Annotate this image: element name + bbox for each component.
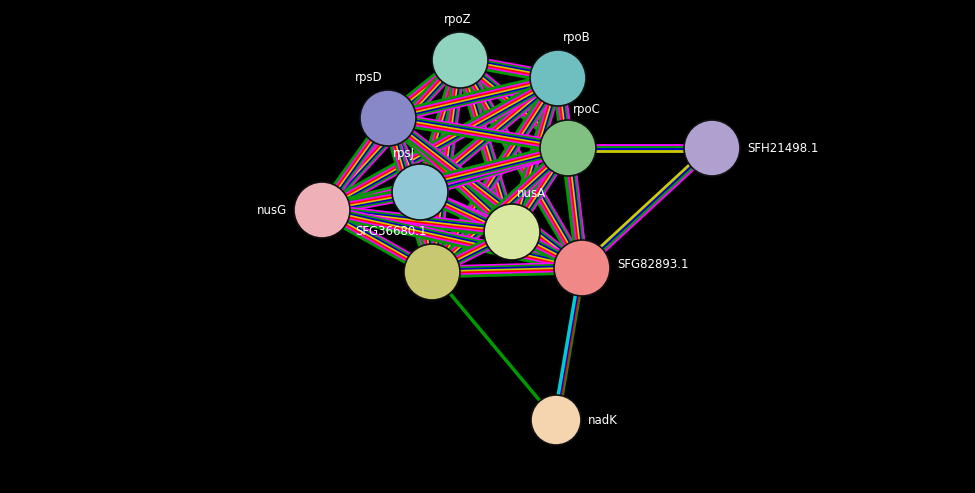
Circle shape <box>484 204 540 260</box>
Text: nadK: nadK <box>588 414 618 426</box>
Text: SFH21498.1: SFH21498.1 <box>747 141 818 154</box>
Circle shape <box>530 50 586 106</box>
Circle shape <box>531 395 581 445</box>
Text: rpsD: rpsD <box>355 71 383 84</box>
Text: rpoC: rpoC <box>573 103 601 116</box>
Circle shape <box>360 90 416 146</box>
Circle shape <box>392 164 448 220</box>
Text: nusA: nusA <box>517 187 546 200</box>
Circle shape <box>294 182 350 238</box>
Circle shape <box>432 32 488 88</box>
Text: nusG: nusG <box>256 204 287 216</box>
Text: rpoB: rpoB <box>563 31 591 44</box>
Circle shape <box>554 240 610 296</box>
Text: SFG36680.1: SFG36680.1 <box>356 225 427 238</box>
Circle shape <box>404 244 460 300</box>
Text: rpoZ: rpoZ <box>445 13 472 26</box>
Text: rpsJ: rpsJ <box>393 147 415 160</box>
Circle shape <box>684 120 740 176</box>
Text: SFG82893.1: SFG82893.1 <box>617 257 688 271</box>
Circle shape <box>540 120 596 176</box>
